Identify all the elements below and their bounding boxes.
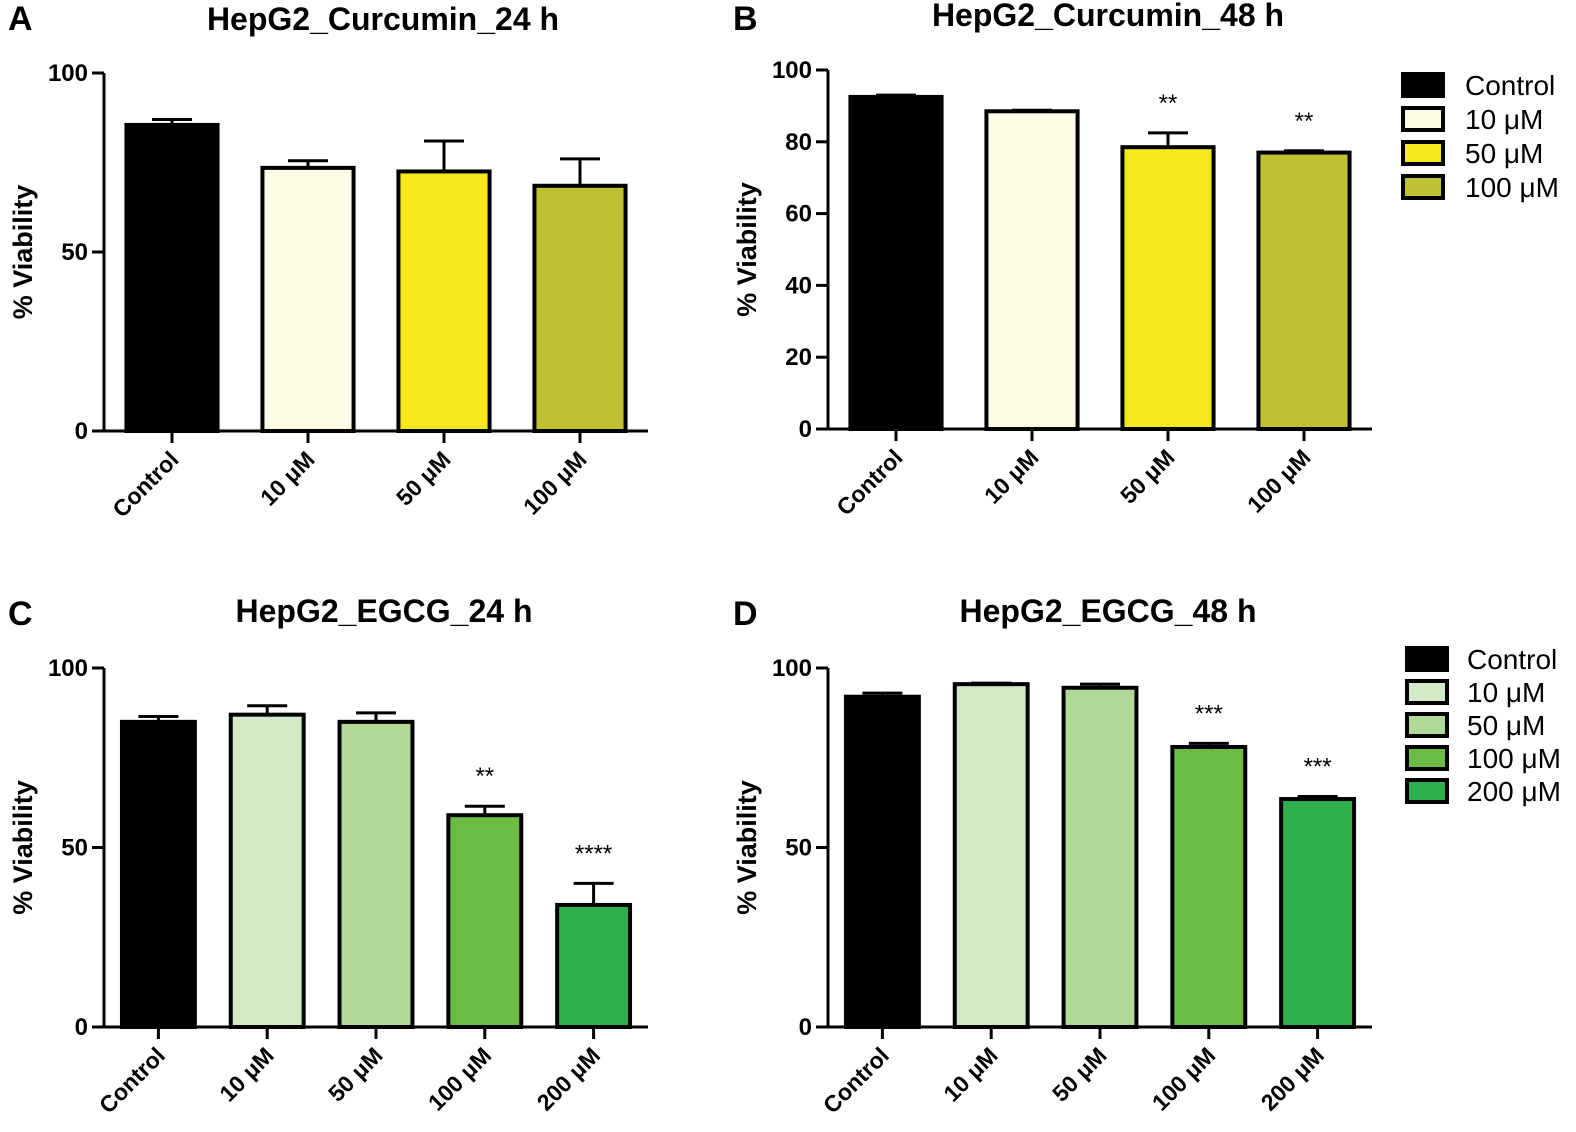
x-tick-label: 10 μM bbox=[979, 444, 1044, 509]
x-tick-label: Control bbox=[831, 444, 907, 520]
bar-3 bbox=[337, 719, 415, 1029]
legend-label: 100 μM bbox=[1465, 172, 1559, 203]
legend-label: 200 μM bbox=[1467, 776, 1561, 807]
bar-4 bbox=[1170, 744, 1248, 1029]
y-axis-label: % Viability bbox=[8, 185, 38, 320]
chart-panel-b: B HepG2_Curcumin_48 h % Viability 0 20 40 60 80… bbox=[732, 0, 1559, 520]
y-tick-label: 0 bbox=[75, 418, 88, 445]
y-tick-label: 100 bbox=[48, 655, 88, 682]
y-tick-label: 50 bbox=[61, 239, 88, 266]
legend-swatch bbox=[1401, 174, 1445, 200]
chart-title: HepG2_Curcumin_24 h bbox=[207, 1, 559, 37]
chart-panel-a: A HepG2_Curcumin_24 h % Viability 0 50 100 Con… bbox=[8, 0, 648, 522]
significance-marker: ** bbox=[1295, 108, 1314, 135]
x-tick-label: 50 μM bbox=[391, 446, 456, 511]
legend-label: 50 μM bbox=[1465, 138, 1543, 169]
y-axis-label: % Viability bbox=[732, 780, 762, 915]
legend-label: Control bbox=[1465, 70, 1555, 101]
y-tick-label: 0 bbox=[799, 416, 812, 443]
panel-letter: D bbox=[733, 595, 758, 633]
x-tick-label: 100 μM bbox=[423, 1042, 497, 1116]
x-tick-label: 50 μM bbox=[1047, 1042, 1112, 1107]
chart-title: HepG2_EGCG_24 h bbox=[236, 593, 533, 629]
x-tick-label: 100 μM bbox=[518, 446, 592, 520]
bar-1 bbox=[843, 694, 921, 1029]
legend-swatch bbox=[1405, 778, 1449, 804]
legend-swatch bbox=[1405, 679, 1449, 705]
bar-5 bbox=[1279, 797, 1357, 1029]
legend-swatch bbox=[1401, 106, 1445, 132]
y-tick-label: 100 bbox=[48, 60, 88, 87]
legend-swatch bbox=[1405, 646, 1449, 672]
legend-swatch bbox=[1405, 712, 1449, 738]
legend-label: Control bbox=[1467, 644, 1557, 675]
bar-2 bbox=[984, 109, 1080, 431]
y-tick-label: 20 bbox=[785, 344, 812, 371]
chart-title: HepG2_EGCG_48 h bbox=[960, 593, 1257, 629]
y-tick-label: 40 bbox=[785, 272, 812, 299]
significance-marker: ** bbox=[1159, 90, 1178, 117]
x-tick-label: 100 μM bbox=[1147, 1042, 1221, 1116]
bar-2 bbox=[952, 682, 1030, 1030]
legend-swatch bbox=[1405, 745, 1449, 771]
panel-letter: A bbox=[8, 0, 33, 38]
bar-3 bbox=[1120, 145, 1216, 431]
bar-2 bbox=[228, 712, 306, 1029]
bar-4 bbox=[532, 183, 628, 433]
legend-label: 10 μM bbox=[1465, 104, 1543, 135]
bar-4 bbox=[1256, 150, 1352, 431]
chart-title: HepG2_Curcumin_48 h bbox=[932, 0, 1284, 33]
significance-marker: *** bbox=[1195, 700, 1223, 727]
y-tick-label: 60 bbox=[785, 201, 812, 228]
x-tick-label: 10 μM bbox=[214, 1042, 279, 1107]
y-tick-label: 50 bbox=[785, 835, 812, 862]
x-tick-label: Control bbox=[818, 1042, 894, 1118]
y-tick-label: 100 bbox=[772, 655, 812, 682]
legend-label: 100 μM bbox=[1467, 743, 1561, 774]
y-tick-label: 0 bbox=[75, 1014, 88, 1041]
y-tick-label: 50 bbox=[61, 835, 88, 862]
x-tick-label: 50 μM bbox=[323, 1042, 388, 1107]
legend-label: 50 μM bbox=[1467, 710, 1545, 741]
x-tick-label: Control bbox=[94, 1042, 170, 1118]
y-tick-label: 100 bbox=[772, 57, 812, 84]
legend-swatch bbox=[1401, 140, 1445, 166]
bar-3 bbox=[396, 169, 492, 433]
significance-marker: *** bbox=[1304, 754, 1332, 781]
legend-swatch bbox=[1401, 72, 1445, 98]
significance-marker: ** bbox=[475, 763, 494, 790]
chart-panel-d: D HepG2_EGCG_48 h % Viability 0 50 100 Control… bbox=[732, 593, 1561, 1118]
x-tick-label: 100 μM bbox=[1242, 444, 1316, 518]
x-tick-label: 200 μM bbox=[532, 1042, 606, 1116]
y-axis-label: % Viability bbox=[732, 182, 762, 317]
y-axis-label: % Viability bbox=[8, 780, 38, 915]
bar-1 bbox=[119, 719, 197, 1029]
x-tick-label: 10 μM bbox=[255, 446, 320, 511]
bar-2 bbox=[260, 165, 356, 433]
significance-marker: **** bbox=[575, 840, 612, 867]
x-tick-label: 50 μM bbox=[1115, 444, 1180, 509]
x-tick-label: 10 μM bbox=[938, 1042, 1003, 1107]
x-tick-label: Control bbox=[107, 446, 183, 522]
bar-1 bbox=[124, 122, 220, 433]
bar-4 bbox=[446, 813, 524, 1029]
legend-label: 10 μM bbox=[1467, 677, 1545, 708]
bar-3 bbox=[1061, 685, 1139, 1029]
x-tick-label: 200 μM bbox=[1256, 1042, 1330, 1116]
chart-panel-c: C HepG2_EGCG_24 h % Viability 0 50 100 Control… bbox=[8, 593, 648, 1118]
y-tick-label: 80 bbox=[785, 129, 812, 156]
bar-1 bbox=[848, 94, 944, 432]
y-tick-label: 0 bbox=[799, 1014, 812, 1041]
bar-5 bbox=[555, 902, 633, 1029]
panel-letter: C bbox=[8, 595, 33, 633]
panel-letter: B bbox=[733, 0, 758, 38]
